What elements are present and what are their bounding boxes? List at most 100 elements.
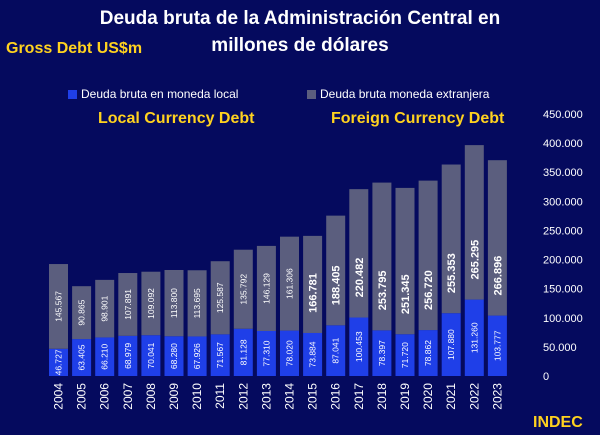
bar-foreign <box>349 189 369 318</box>
data-label-foreign: 265.295 <box>469 240 481 280</box>
data-label-local: 71.567 <box>215 342 225 368</box>
bar-foreign <box>395 187 415 335</box>
y-tick-label: 100.000 <box>543 313 583 325</box>
data-label-local: 77.310 <box>261 340 271 366</box>
x-tick-label: 2020 <box>421 383 435 410</box>
data-label-local: 87.041 <box>331 337 341 363</box>
bar-local <box>141 335 161 376</box>
y-tick-label: 350.000 <box>543 167 583 179</box>
bar-local <box>326 325 346 376</box>
bar-local <box>164 336 184 376</box>
bar-foreign <box>49 264 68 349</box>
data-label-foreign: 125.587 <box>215 282 225 313</box>
data-label-local: 73.884 <box>308 341 318 367</box>
data-label-local: 131.260 <box>469 322 479 353</box>
legend-swatch-foreign <box>307 90 316 99</box>
data-label-local: 103.777 <box>492 330 502 361</box>
data-label-foreign: 266.896 <box>492 256 504 296</box>
data-label-foreign: 161.306 <box>285 268 295 299</box>
x-tick-label: 2007 <box>121 383 135 410</box>
data-label-local: 63.405 <box>77 344 87 370</box>
x-tick-label: 2021 <box>444 383 458 410</box>
data-label-foreign: 135.792 <box>238 274 248 305</box>
bar-foreign <box>441 164 461 314</box>
x-tick-label: 2019 <box>398 383 412 410</box>
data-label-foreign: 253.795 <box>377 270 389 310</box>
bar-foreign <box>372 182 392 331</box>
legend-label-local: Deuda bruta en moneda local <box>81 87 239 101</box>
bar-local <box>49 348 68 376</box>
y-tick-label: 450.000 <box>543 109 583 121</box>
x-tick-label: 2016 <box>329 383 343 410</box>
x-tick-label: 2023 <box>490 383 504 410</box>
bar-local <box>95 337 115 376</box>
bar-foreign <box>280 236 299 331</box>
data-label-local: 68.280 <box>169 343 179 369</box>
y-tick-label: 300.000 <box>543 196 583 208</box>
x-tick-label: 2015 <box>306 383 320 410</box>
y-tick-label: 400.000 <box>543 138 583 150</box>
data-label-local: 100.453 <box>354 331 364 362</box>
data-label-local: 81.128 <box>238 339 248 365</box>
data-label-foreign: 255.353 <box>446 253 458 293</box>
x-tick-label: 2013 <box>259 383 273 410</box>
bar-foreign <box>118 273 138 336</box>
x-tick-label: 2011 <box>213 383 227 409</box>
bar-foreign <box>164 269 184 337</box>
x-tick-label: 2005 <box>75 383 89 410</box>
bar-local <box>233 328 253 376</box>
legend-item-local: Deuda bruta en moneda local <box>68 87 238 101</box>
data-label-local: 66.210 <box>100 343 110 369</box>
bar-local <box>187 336 207 376</box>
bar-local <box>487 315 507 376</box>
data-label-foreign: 146.129 <box>261 273 271 304</box>
x-tick-label: 2018 <box>375 383 389 410</box>
bar-local <box>464 299 484 376</box>
data-label-foreign: 90.865 <box>77 299 87 325</box>
data-label-local: 67.926 <box>192 343 202 369</box>
bar-foreign <box>141 271 161 336</box>
bar-local <box>210 334 230 376</box>
data-label-foreign: 256.720 <box>423 270 435 310</box>
x-tick-label: 2012 <box>236 383 250 410</box>
bar-local <box>118 335 138 376</box>
bar-local <box>280 330 299 376</box>
data-label-local: 78.020 <box>285 340 295 366</box>
y-tick-label: 50.000 <box>543 342 577 354</box>
bar-foreign <box>72 286 92 340</box>
data-label-foreign: 113.695 <box>192 288 202 318</box>
bar-local <box>418 330 438 376</box>
bar-local <box>256 330 276 376</box>
bar-local <box>395 334 415 376</box>
chart-title-line-2: millones de dólares <box>211 35 389 56</box>
y-tick-label: 200.000 <box>543 255 583 267</box>
y-tick-label: 0 <box>543 371 549 383</box>
x-tick-label: 2004 <box>52 383 66 410</box>
bar-foreign <box>303 235 323 333</box>
data-label-foreign: 220.482 <box>354 258 366 298</box>
data-label-local: 71.720 <box>400 342 410 368</box>
x-tick-label: 2009 <box>167 383 181 410</box>
bar-foreign <box>95 279 115 338</box>
data-label-foreign: 188.405 <box>331 265 343 305</box>
gross-debt-label: Gross Debt US$m <box>6 40 143 57</box>
bar-foreign <box>487 160 507 316</box>
data-label-foreign: 113.800 <box>169 288 179 318</box>
legend-swatch-local <box>68 90 77 99</box>
data-label-foreign: 109.092 <box>146 288 156 319</box>
x-tick-label: 2017 <box>352 383 366 410</box>
data-label-foreign: 251.345 <box>400 274 412 314</box>
bar-local <box>349 317 369 376</box>
x-tick-label: 2022 <box>467 383 481 410</box>
bar-foreign <box>233 249 253 329</box>
bar-foreign <box>256 245 276 331</box>
bar-foreign <box>464 145 484 300</box>
data-label-local: 70.041 <box>146 342 156 368</box>
source-label: INDEC <box>533 414 583 431</box>
legend-label-foreign: Deuda bruta moneda extranjera <box>320 87 490 101</box>
y-tick-label: 250.000 <box>543 225 583 237</box>
bar-local <box>303 332 323 376</box>
bar-local <box>441 313 461 376</box>
data-label-local: 78.397 <box>377 340 387 366</box>
